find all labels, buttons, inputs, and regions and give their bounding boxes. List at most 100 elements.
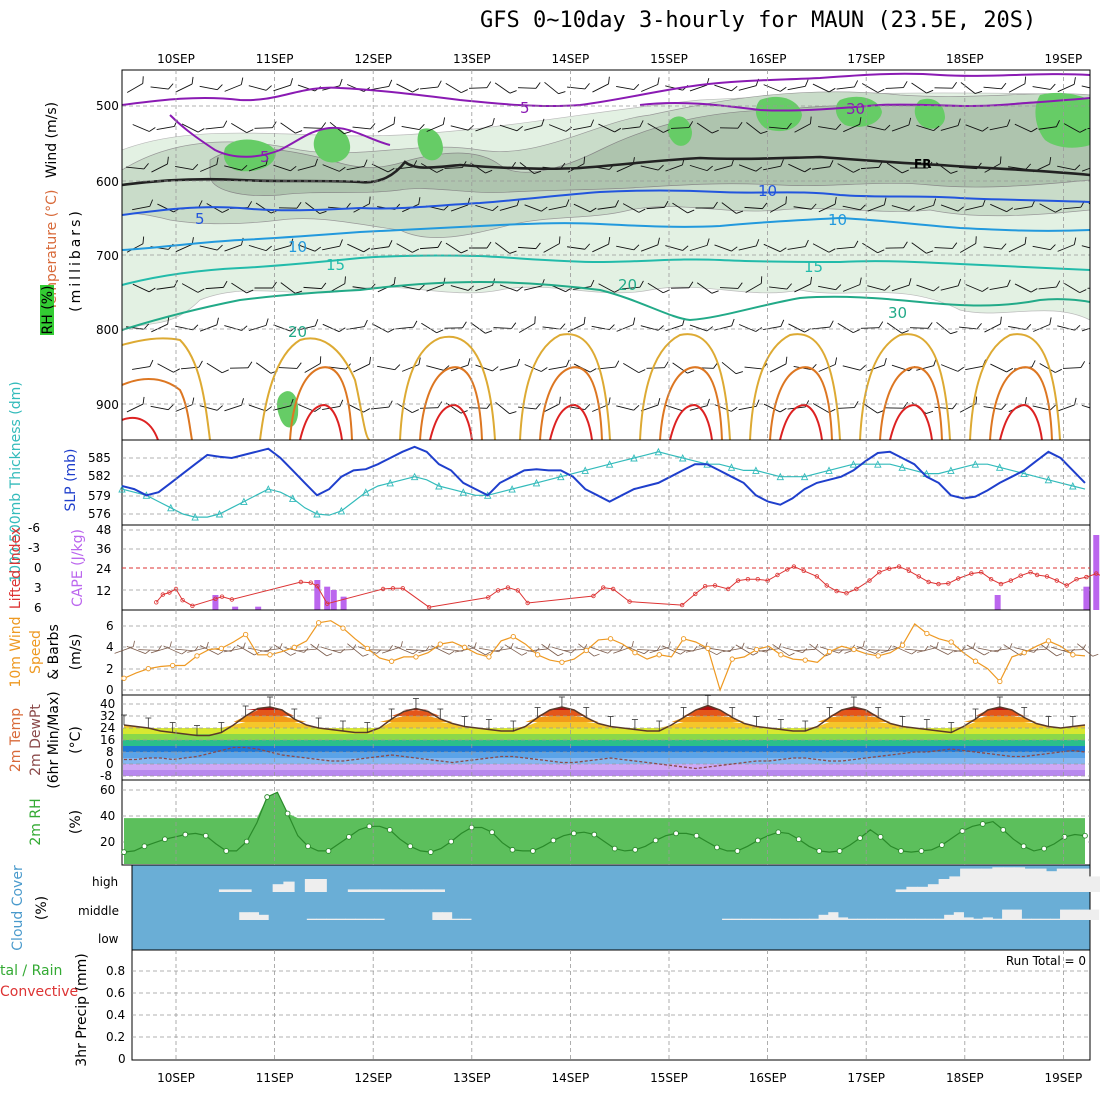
barb-flag bbox=[462, 321, 467, 329]
wind-marker bbox=[340, 625, 346, 631]
barb-shaft bbox=[322, 164, 340, 172]
barb-flag bbox=[558, 91, 566, 95]
wind-barb bbox=[886, 162, 909, 174]
barb-flag bbox=[393, 116, 396, 124]
barb-flag bbox=[486, 81, 492, 88]
wind-barb bbox=[132, 359, 154, 370]
barb-shaft bbox=[818, 126, 836, 130]
barb-shaft bbox=[812, 83, 830, 93]
surface-wind-barbs bbox=[114, 640, 1099, 657]
barb-shaft bbox=[1088, 202, 1090, 214]
temp-tick: 40 bbox=[100, 697, 115, 711]
barb-shaft bbox=[1063, 123, 1081, 133]
barb-shaft bbox=[867, 364, 885, 372]
wind-barb bbox=[983, 243, 1007, 250]
wind-barb bbox=[695, 201, 718, 209]
barb-shaft bbox=[886, 322, 903, 334]
wind-barb bbox=[132, 199, 154, 211]
barb-shaft bbox=[224, 325, 242, 331]
rh-tick: 20 bbox=[100, 835, 115, 849]
barb-shaft bbox=[836, 407, 855, 409]
precip-axis: 0.8 0.6 0.4 0.2 0 bbox=[106, 964, 126, 1066]
rh-series bbox=[123, 791, 1086, 853]
rh-marker bbox=[959, 828, 966, 834]
date-label-top: 16SEP bbox=[749, 52, 787, 66]
wind-barb bbox=[867, 357, 887, 372]
barb-shaft bbox=[1008, 325, 1026, 331]
barb-flag bbox=[952, 242, 958, 249]
surface-barb bbox=[966, 644, 990, 656]
barb-flag bbox=[760, 276, 763, 284]
wind-barb bbox=[468, 81, 492, 89]
barb-shaft bbox=[795, 648, 816, 652]
barb-shaft bbox=[353, 363, 370, 373]
cloud-level-low: low bbox=[98, 932, 119, 946]
barb-flag bbox=[755, 166, 763, 172]
li-marker bbox=[525, 600, 530, 606]
li-tick: 0 bbox=[34, 561, 42, 575]
barb-shaft bbox=[625, 645, 645, 655]
cloud-bar bbox=[927, 884, 940, 892]
li-marker bbox=[785, 567, 790, 572]
cloud-bar bbox=[895, 889, 907, 892]
barb-shaft bbox=[199, 245, 218, 251]
barb-shaft bbox=[303, 286, 322, 290]
barb-shaft bbox=[1038, 286, 1057, 290]
cloud-bar bbox=[433, 889, 446, 892]
barb-flag bbox=[957, 118, 961, 126]
barb-shaft bbox=[543, 403, 560, 413]
barb-shaft bbox=[1040, 643, 1057, 657]
precip-tick: 0.2 bbox=[106, 1030, 125, 1044]
barb-shaft bbox=[916, 284, 934, 292]
wind-marker bbox=[461, 644, 468, 650]
barb-shaft bbox=[405, 648, 426, 652]
wind-barb bbox=[450, 124, 474, 131]
cape-axis: 48 36 24 12 bbox=[96, 523, 111, 598]
barb-flag bbox=[1024, 236, 1027, 245]
barb-shaft bbox=[637, 649, 658, 651]
barb-flag bbox=[509, 250, 517, 254]
barb-shaft bbox=[647, 282, 664, 294]
li-marker bbox=[380, 586, 386, 592]
surface-barb bbox=[126, 646, 151, 654]
wind-barb bbox=[396, 402, 419, 414]
wind-barb bbox=[646, 361, 669, 369]
barb-flag bbox=[541, 206, 548, 212]
barb-flag bbox=[737, 121, 743, 129]
barb-flag bbox=[191, 76, 194, 85]
cloud-bar bbox=[944, 914, 955, 920]
cloud-bar bbox=[917, 886, 929, 892]
wind-barb bbox=[1039, 203, 1063, 213]
wind-barb bbox=[788, 163, 812, 173]
barb-flag bbox=[828, 87, 836, 93]
barb-flag bbox=[583, 316, 586, 325]
cloud-panel: high middle low Cloud Cover (%) bbox=[10, 864, 1100, 951]
wind-barb bbox=[273, 238, 294, 251]
li-marker bbox=[936, 581, 941, 587]
wind-marker bbox=[559, 659, 565, 665]
barb-flag bbox=[731, 318, 735, 326]
barb-flag bbox=[657, 164, 664, 171]
wind-barb bbox=[665, 245, 689, 251]
li-marker bbox=[154, 600, 159, 605]
wind-barb bbox=[934, 81, 957, 89]
rh-label: RH (%) bbox=[40, 286, 56, 335]
cloud-bar bbox=[982, 917, 993, 920]
cape-bar bbox=[1083, 586, 1090, 610]
barb-shaft bbox=[206, 362, 223, 374]
wind-barb bbox=[495, 242, 517, 254]
cloud-label: Cloud Cover bbox=[10, 865, 26, 951]
barb-flag bbox=[741, 642, 745, 649]
barb-shaft bbox=[444, 167, 463, 169]
barb-shaft bbox=[763, 243, 781, 253]
barb-shaft bbox=[722, 647, 743, 653]
barb-shaft bbox=[504, 644, 522, 656]
barb-shaft bbox=[1033, 324, 1050, 332]
barb-flag bbox=[393, 277, 396, 285]
cloud-bar bbox=[1011, 909, 1022, 920]
precip-tick: 0.8 bbox=[106, 964, 125, 978]
wind-barb bbox=[984, 316, 1002, 333]
barb-shaft bbox=[965, 124, 983, 132]
barb-shaft bbox=[592, 243, 609, 253]
barb-shaft bbox=[893, 645, 912, 655]
